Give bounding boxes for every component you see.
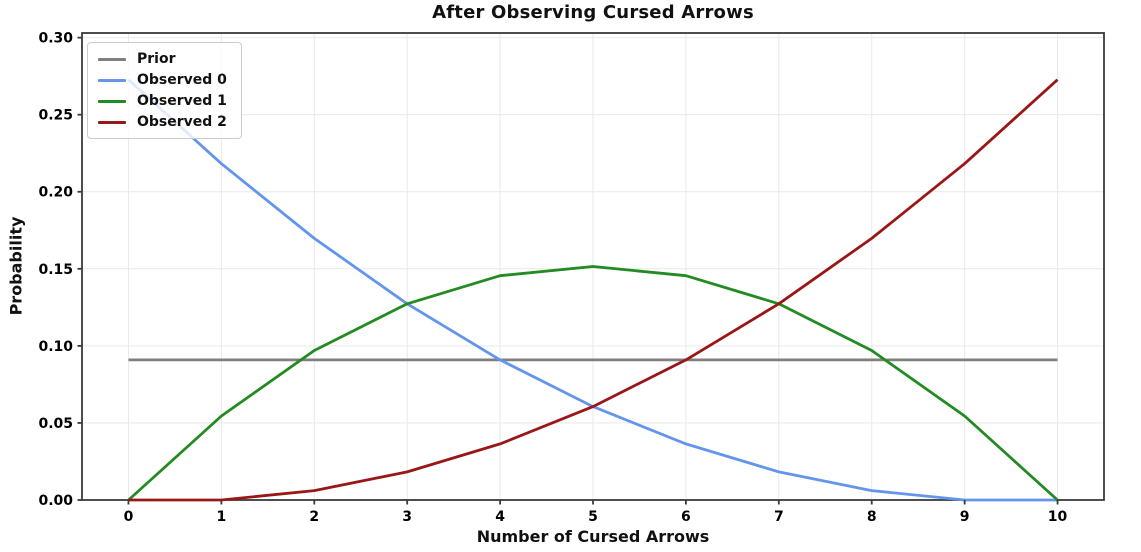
legend-entry-observed-2: Observed 2	[98, 114, 227, 130]
legend-entry-observed-0: Observed 0	[98, 72, 227, 88]
x-tick-label: 10	[1048, 509, 1068, 525]
legend-label: Observed 1	[137, 93, 227, 109]
y-tick-label: 0.25	[38, 108, 73, 124]
legend-label: Observed 0	[137, 72, 227, 88]
x-tick-label: 2	[309, 509, 319, 525]
x-tick-label: 5	[588, 509, 598, 525]
y-tick-label: 0.15	[38, 262, 73, 278]
legend-entry-observed-1: Observed 1	[98, 93, 227, 109]
legend-label: Prior	[137, 51, 176, 67]
x-tick-label: 6	[681, 509, 691, 525]
x-tick-label: 1	[216, 509, 226, 525]
x-tick-label: 9	[960, 509, 970, 525]
legend: Prior Observed 0 Observed 1 Observed 2	[87, 42, 242, 139]
x-tick-label: 0	[124, 509, 134, 525]
axis-ticks: 0 1 2 3 4 5 6 7 8 9 10 0.00 0.05 0.10 0.15 0.20 0.25 0.30	[38, 31, 1067, 525]
x-tick-label: 8	[867, 509, 877, 525]
chart-title: After Observing Cursed Arrows	[432, 2, 754, 23]
y-tick-label: 0.30	[38, 31, 73, 47]
data-series	[127, 78, 1059, 502]
y-axis-label: Probability	[6, 216, 26, 316]
series-line-observed-2	[128, 78, 1059, 502]
series-line-observed-1	[127, 265, 1059, 502]
x-tick-label: 4	[495, 509, 505, 525]
legend-swatch	[98, 57, 126, 61]
x-tick-label: 7	[774, 509, 784, 525]
y-tick-label: 0.20	[38, 185, 73, 201]
x-tick-label: 3	[402, 509, 412, 525]
y-tick-label: 0.00	[38, 493, 73, 509]
legend-swatch	[98, 99, 126, 103]
legend-swatch	[98, 120, 126, 124]
legend-label: Observed 2	[137, 114, 227, 130]
legend-swatch	[98, 78, 126, 82]
y-tick-label: 0.05	[38, 416, 73, 432]
legend-entry-prior: Prior	[98, 51, 227, 67]
y-tick-label: 0.10	[38, 339, 73, 355]
x-axis-label: Number of Cursed Arrows	[476, 527, 710, 546]
